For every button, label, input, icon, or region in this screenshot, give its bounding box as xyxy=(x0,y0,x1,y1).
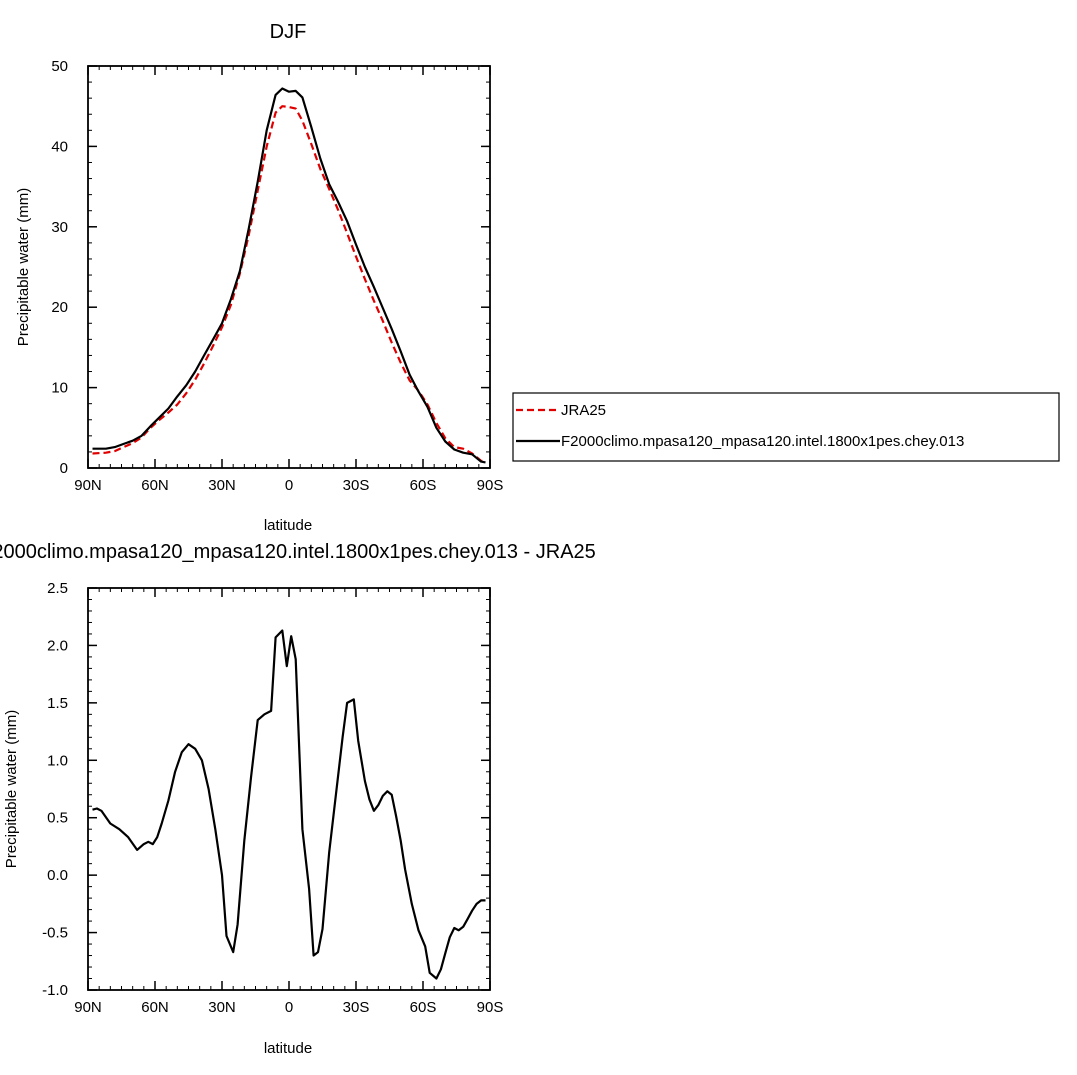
bottom-y-tick-label: 0.0 xyxy=(47,867,68,884)
bottom-panel-title: F2000climo.mpasa120_mpasa120.intel.1800x… xyxy=(0,541,596,563)
top-panel-title: DJF xyxy=(270,21,307,43)
top-y-tick-label: 50 xyxy=(51,58,68,75)
top-panel-series xyxy=(92,87,486,464)
top-x-tick-label: 30N xyxy=(208,477,236,494)
legend-label-model: F2000climo.mpasa120_mpasa120.intel.1800x… xyxy=(561,433,964,450)
bottom-y-tick-label: 1.5 xyxy=(47,695,68,712)
top-series-line-0 xyxy=(92,105,486,463)
bottom-panel-xlabel: latitude xyxy=(264,1040,312,1057)
legend-label-jra25: JRA25 xyxy=(561,402,606,419)
top-x-tick-label: 30S xyxy=(343,477,370,494)
top-panel: DJF 90N 60N 30N 0 30S 60S 90S 0 10 20 30 40 50 latit… xyxy=(15,21,503,534)
bottom-x-tick-label: 90N xyxy=(74,999,102,1016)
bottom-y-tick-label: -0.5 xyxy=(42,925,68,942)
top-x-tick-label: 60S xyxy=(410,477,437,494)
legend: JRA25 F2000climo.mpasa120_mpasa120.intel… xyxy=(512,392,1060,462)
bottom-series-line-0 xyxy=(92,629,486,980)
bottom-panel-ticks: 90N 60N 30N 0 30S 60S 90S -1.0 -0.5 0.0 0.5 1.0 1.5 2… xyxy=(42,580,503,1016)
top-panel-ticks: 90N 60N 30N 0 30S 60S 90S 0 10 20 30 40 50 xyxy=(51,58,503,494)
bottom-y-tick-label: 1.0 xyxy=(47,752,68,769)
bottom-panel-ylabel: Precipitable water (mm) xyxy=(3,710,20,868)
bottom-x-tick-label: 90S xyxy=(477,999,504,1016)
top-x-tick-label: 60N xyxy=(141,477,169,494)
top-x-tick-label: 90S xyxy=(477,477,504,494)
bottom-x-tick-label: 0 xyxy=(285,999,293,1016)
bottom-y-tick-label: 0.5 xyxy=(47,810,68,827)
top-y-tick-label: 30 xyxy=(51,219,68,236)
bottom-y-tick-label: 2.0 xyxy=(47,637,68,654)
top-panel-xlabel: latitude xyxy=(264,517,312,534)
top-y-tick-label: 0 xyxy=(60,460,68,477)
top-y-tick-label: 10 xyxy=(51,380,68,397)
top-y-tick-label: 20 xyxy=(51,299,68,316)
top-x-tick-label: 90N xyxy=(74,477,102,494)
top-y-tick-label: 40 xyxy=(51,138,68,155)
bottom-y-tick-label: 2.5 xyxy=(47,580,68,597)
top-x-tick-label: 0 xyxy=(285,477,293,494)
bottom-panel-series xyxy=(92,629,486,980)
legend-box xyxy=(512,392,1060,462)
bottom-x-tick-label: 60N xyxy=(141,999,169,1016)
bottom-x-tick-label: 60S xyxy=(410,999,437,1016)
top-series-line-1 xyxy=(92,87,486,464)
top-panel-ylabel: Precipitable water (mm) xyxy=(15,188,32,346)
bottom-y-tick-label: -1.0 xyxy=(42,982,68,999)
bottom-panel: F2000climo.mpasa120_mpasa120.intel.1800x… xyxy=(0,541,596,1057)
bottom-x-tick-label: 30N xyxy=(208,999,236,1016)
bottom-x-tick-label: 30S xyxy=(343,999,370,1016)
